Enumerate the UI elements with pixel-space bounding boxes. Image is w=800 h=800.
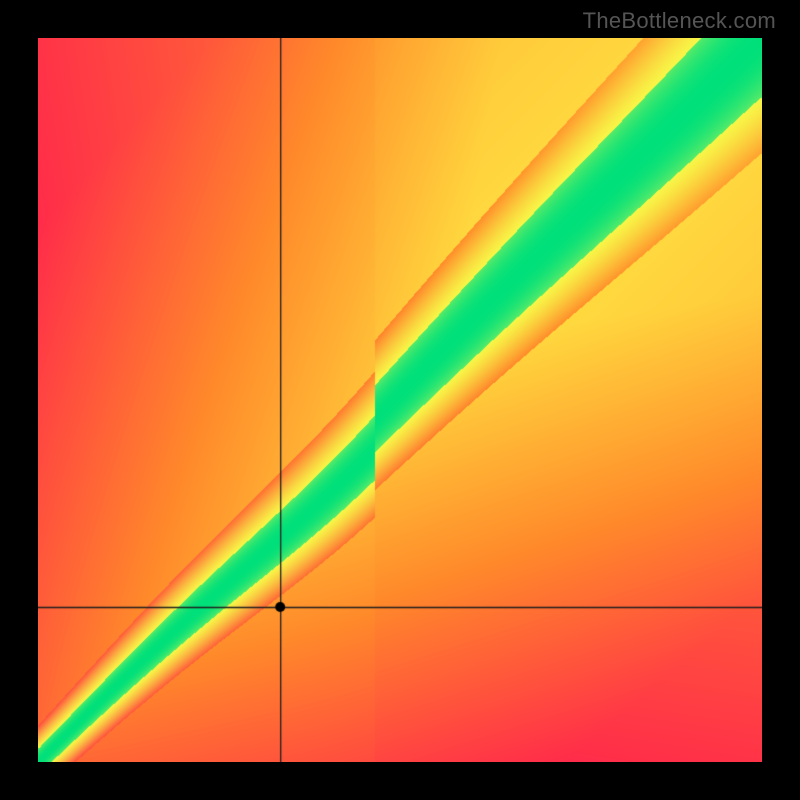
watermark-label: TheBottleneck.com	[583, 8, 776, 34]
bottleneck-heatmap	[38, 38, 762, 762]
plot-area	[38, 38, 762, 762]
chart-container: TheBottleneck.com	[0, 0, 800, 800]
